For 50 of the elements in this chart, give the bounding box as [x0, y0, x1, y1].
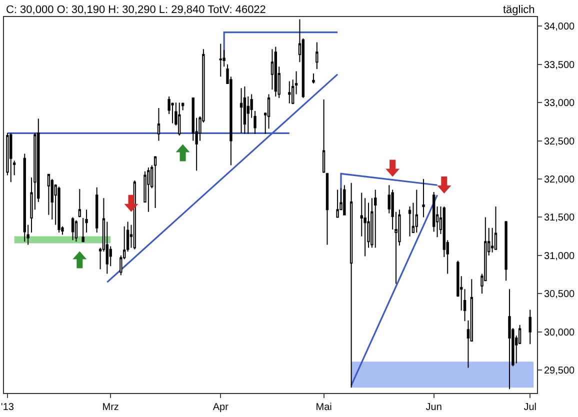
y-tick-label: 30,500	[544, 289, 576, 300]
candlestick	[58, 186, 60, 234]
y-tick-label: 34,000	[544, 22, 576, 33]
candlestick	[219, 43, 222, 78]
candlestick	[336, 189, 339, 218]
candlestick	[322, 99, 326, 174]
candlestick	[23, 153, 26, 242]
candlestick	[350, 182, 353, 388]
y-tick-label: 32,000	[544, 174, 576, 186]
candlestick	[10, 132, 12, 183]
x-tick-label: Apr	[212, 402, 230, 413]
y-tick-label: 33,500	[544, 60, 576, 71]
x-tick-label: Jun	[426, 402, 442, 413]
candlestick	[528, 309, 532, 345]
text: täglich	[503, 4, 535, 16]
y-tick-label: 31,500	[544, 212, 576, 224]
candlestick	[288, 80, 291, 104]
candlestick	[508, 288, 511, 390]
y-tick-label: 33,000	[544, 98, 576, 110]
candlestick	[326, 172, 329, 246]
candlestick	[415, 189, 418, 234]
text: C: 30,000 O: 30,190 H: 30,290 L: 29,840 TotV: 46022	[6, 4, 266, 16]
y-tick-label: 31,000	[544, 250, 576, 262]
candlestick	[312, 73, 315, 84]
x-tick-label: Jul	[524, 402, 537, 413]
candlestick	[316, 42, 318, 70]
candlestick	[240, 88, 243, 134]
y-tick-label: 30,000	[544, 327, 576, 338]
candlestick	[374, 189, 377, 248]
candlestick	[74, 220, 78, 242]
candlestick	[243, 86, 246, 134]
candlestick	[47, 174, 50, 216]
candlestick	[504, 220, 508, 282]
candlestick	[78, 188, 81, 218]
x-tick-label: Mrz	[102, 402, 119, 413]
candlestick	[154, 156, 157, 209]
candlestick	[71, 216, 74, 241]
candlestick	[274, 46, 277, 97]
y-tick-label: 29,500	[544, 366, 576, 377]
x-tick-label: '13	[0, 402, 14, 413]
y-tick-label: 32,500	[544, 136, 576, 148]
candlestick	[147, 167, 150, 212]
x-tick-label: Mai	[316, 402, 332, 413]
candlestick	[343, 184, 346, 216]
candlestick	[157, 107, 160, 142]
candlestick	[494, 206, 498, 250]
candlestick	[408, 206, 412, 237]
candlestick	[96, 186, 98, 234]
candlestick	[178, 102, 181, 136]
candlestick	[422, 178, 425, 218]
